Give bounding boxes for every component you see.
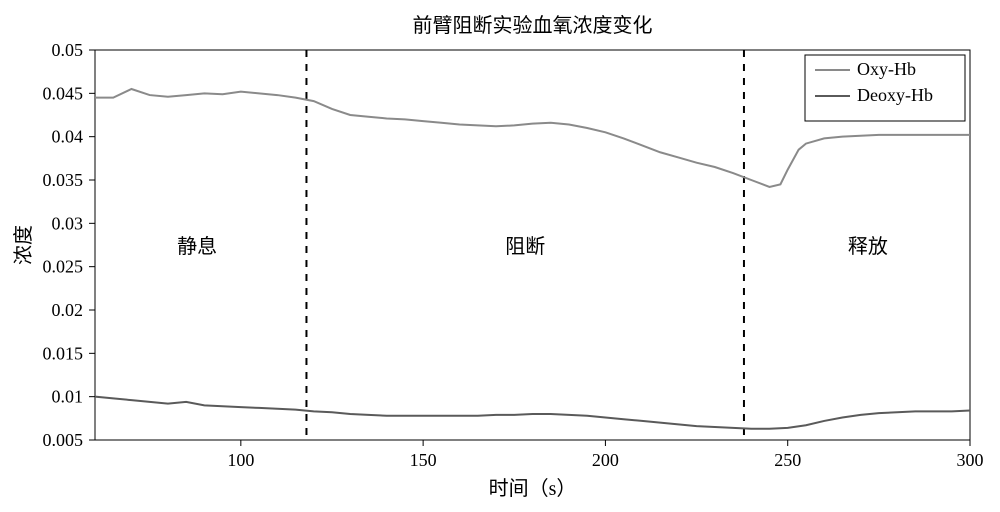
series-deoxy-hb (95, 397, 970, 429)
x-axis-label: 时间（s） (489, 477, 577, 500)
xtick-label: 300 (957, 450, 984, 470)
ytick-label: 0.025 (43, 257, 84, 277)
region-label: 静息 (177, 235, 217, 258)
ytick-label: 0.01 (52, 387, 84, 407)
ytick-label: 0.005 (43, 430, 84, 450)
y-axis-label: 浓度 (12, 225, 35, 265)
ytick-label: 0.045 (43, 83, 84, 103)
xtick-label: 250 (774, 450, 801, 470)
ytick-label: 0.015 (43, 343, 84, 363)
ytick-label: 0.03 (52, 213, 84, 233)
xtick-label: 100 (227, 450, 254, 470)
chart-title: 前臂阻断实验血氧浓度变化 (413, 14, 653, 37)
ytick-label: 0.02 (52, 300, 84, 320)
xtick-label: 200 (592, 450, 619, 470)
ytick-label: 0.05 (52, 40, 84, 60)
ytick-label: 0.04 (52, 127, 84, 147)
ytick-label: 0.035 (43, 170, 84, 190)
xtick-label: 150 (410, 450, 437, 470)
region-label: 释放 (848, 235, 888, 258)
legend-label: Deoxy-Hb (857, 85, 933, 105)
legend-label: Oxy-Hb (857, 59, 916, 79)
chart-container: 100 150 200 250 300 0.005 0.01 0.015 0.02 0.025 0.… (0, 0, 1000, 512)
chart-svg: 100 150 200 250 300 0.005 0.01 0.015 0.02 0.025 0.… (0, 0, 1000, 512)
region-label: 阻断 (505, 235, 545, 258)
